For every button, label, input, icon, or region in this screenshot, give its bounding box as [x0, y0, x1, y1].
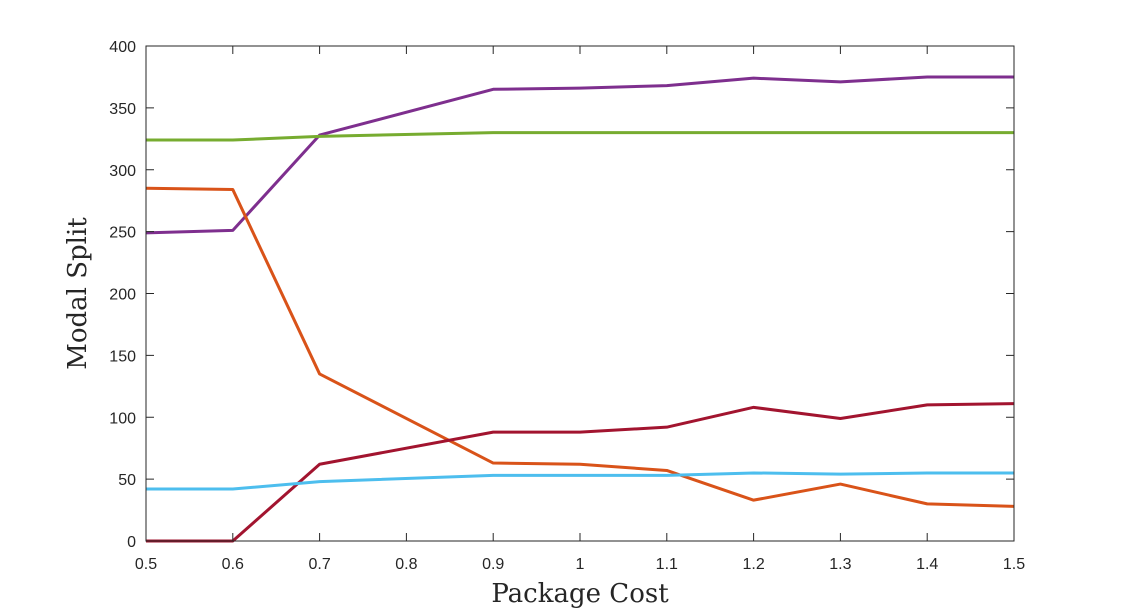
x-tick-label: 1.5: [1003, 556, 1025, 573]
x-tick-label: 0.9: [482, 556, 504, 573]
axis-ticks: [145, 45, 1015, 542]
series-line-orange: [145, 186, 1015, 508]
x-tick-labels: 0.5 0.6 0.7 0.8 0.9 1 1.1 1.2 1.3 1.4 1.5: [135, 556, 1025, 573]
y-tick-label: 150: [109, 348, 136, 365]
series-line-light-blue: [146, 471, 1014, 491]
y-tick-label: 350: [109, 101, 136, 118]
y-tick-labels: 0 50 100 150 200 250 300 350 400: [109, 39, 136, 551]
series-line-dark-red: [146, 402, 1015, 543]
y-tick-label: 0: [127, 534, 136, 551]
y-tick-label: 300: [109, 163, 136, 180]
y-tick-label: 200: [109, 287, 136, 304]
series-layer: [145, 75, 1015, 543]
y-tick-label: 100: [109, 410, 136, 427]
y-axis-title: Modal Split: [63, 217, 93, 370]
series-line-purple: [145, 75, 1014, 235]
x-tick-label: 0.8: [395, 556, 417, 573]
y-tick-label: 50: [118, 472, 136, 489]
y-tick-label: 250: [109, 225, 136, 242]
x-tick-label: 1.4: [916, 556, 938, 573]
x-axis-title: Package Cost: [491, 579, 669, 609]
series-line-green: [146, 131, 1014, 142]
plot-area-frame: [145, 45, 1015, 542]
x-tick-label: 0.5: [135, 556, 157, 573]
x-tick-label: 1.1: [656, 556, 678, 573]
y-tick-label: 400: [109, 39, 136, 56]
x-tick-label: 1.2: [742, 556, 764, 573]
x-tick-label: 1: [576, 556, 585, 573]
x-tick-label: 1.3: [829, 556, 851, 573]
x-tick-label: 0.6: [222, 556, 244, 573]
x-tick-label: 0.7: [308, 556, 330, 573]
